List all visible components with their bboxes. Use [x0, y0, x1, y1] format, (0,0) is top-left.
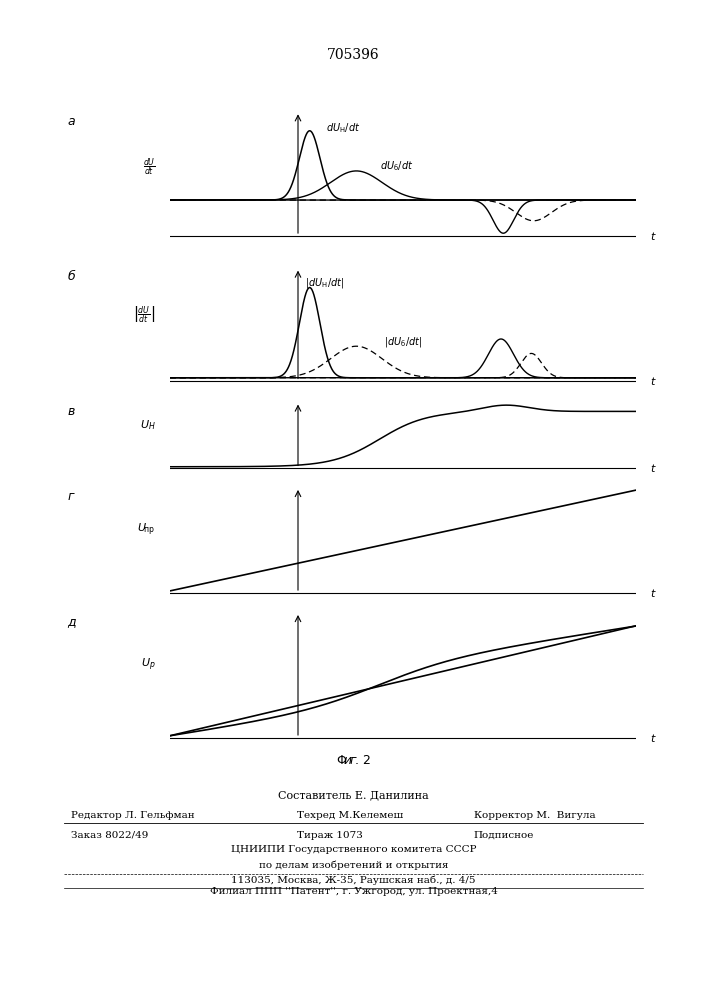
- Text: б: б: [67, 270, 75, 283]
- Text: $\frac{dU}{dt}$: $\frac{dU}{dt}$: [143, 157, 156, 178]
- Text: $U_{\!\text{пр}}$: $U_{\!\text{пр}}$: [137, 522, 156, 538]
- Text: 113035, Москва, Ж-35, Раушская наб., д. 4/5: 113035, Москва, Ж-35, Раушская наб., д. …: [231, 875, 476, 885]
- Text: $t$: $t$: [650, 230, 657, 242]
- Text: по делам изобретений и открытия: по делам изобретений и открытия: [259, 860, 448, 870]
- Text: в: в: [67, 405, 74, 418]
- Text: $U_p$: $U_p$: [141, 657, 156, 673]
- Text: г: г: [67, 490, 74, 503]
- Text: $|dU_\mathrm{б}/dt|$: $|dU_\mathrm{б}/dt|$: [385, 335, 423, 349]
- Text: $\left|\frac{dU}{dt}\right|$: $\left|\frac{dU}{dt}\right|$: [134, 305, 156, 325]
- Text: $\mathit{\Phi\!и\!г\!.\,2}$: $\mathit{\Phi\!и\!г\!.\,2}$: [336, 754, 371, 766]
- Text: Заказ 8022/49: Заказ 8022/49: [71, 830, 148, 840]
- Text: Редактор Л. Гельфман: Редактор Л. Гельфман: [71, 810, 194, 820]
- Text: $|dU_\mathrm{H}/dt|$: $|dU_\mathrm{H}/dt|$: [305, 276, 344, 290]
- Text: Филиал ППП ''Патент'', г. Ужгород, ул. Проектная,4: Филиал ППП ''Патент'', г. Ужгород, ул. П…: [209, 888, 498, 896]
- Text: Тираж 1073: Тираж 1073: [297, 830, 363, 840]
- Text: $t$: $t$: [650, 375, 657, 387]
- Text: Подписное: Подписное: [474, 830, 534, 840]
- Text: $t$: $t$: [650, 732, 657, 744]
- Text: a: a: [67, 115, 75, 128]
- Text: $U_H$: $U_H$: [140, 418, 156, 432]
- Text: 705396: 705396: [327, 48, 380, 62]
- Text: Составитель Е. Данилина: Составитель Е. Данилина: [278, 790, 429, 800]
- Text: $dU_\mathrm{б}/dt$: $dU_\mathrm{б}/dt$: [380, 160, 413, 173]
- Text: Корректор М.  Вигула: Корректор М. Вигула: [474, 810, 595, 820]
- Text: $dU_\mathrm{H}/dt$: $dU_\mathrm{H}/dt$: [326, 121, 361, 135]
- Text: Техред М.Келемеш: Техред М.Келемеш: [297, 810, 403, 820]
- Text: д: д: [67, 615, 76, 628]
- Text: $t$: $t$: [650, 587, 657, 599]
- Text: ЦНИИПИ Государственного комитета СССР: ЦНИИПИ Государственного комитета СССР: [230, 846, 477, 854]
- Text: $t$: $t$: [650, 462, 657, 474]
